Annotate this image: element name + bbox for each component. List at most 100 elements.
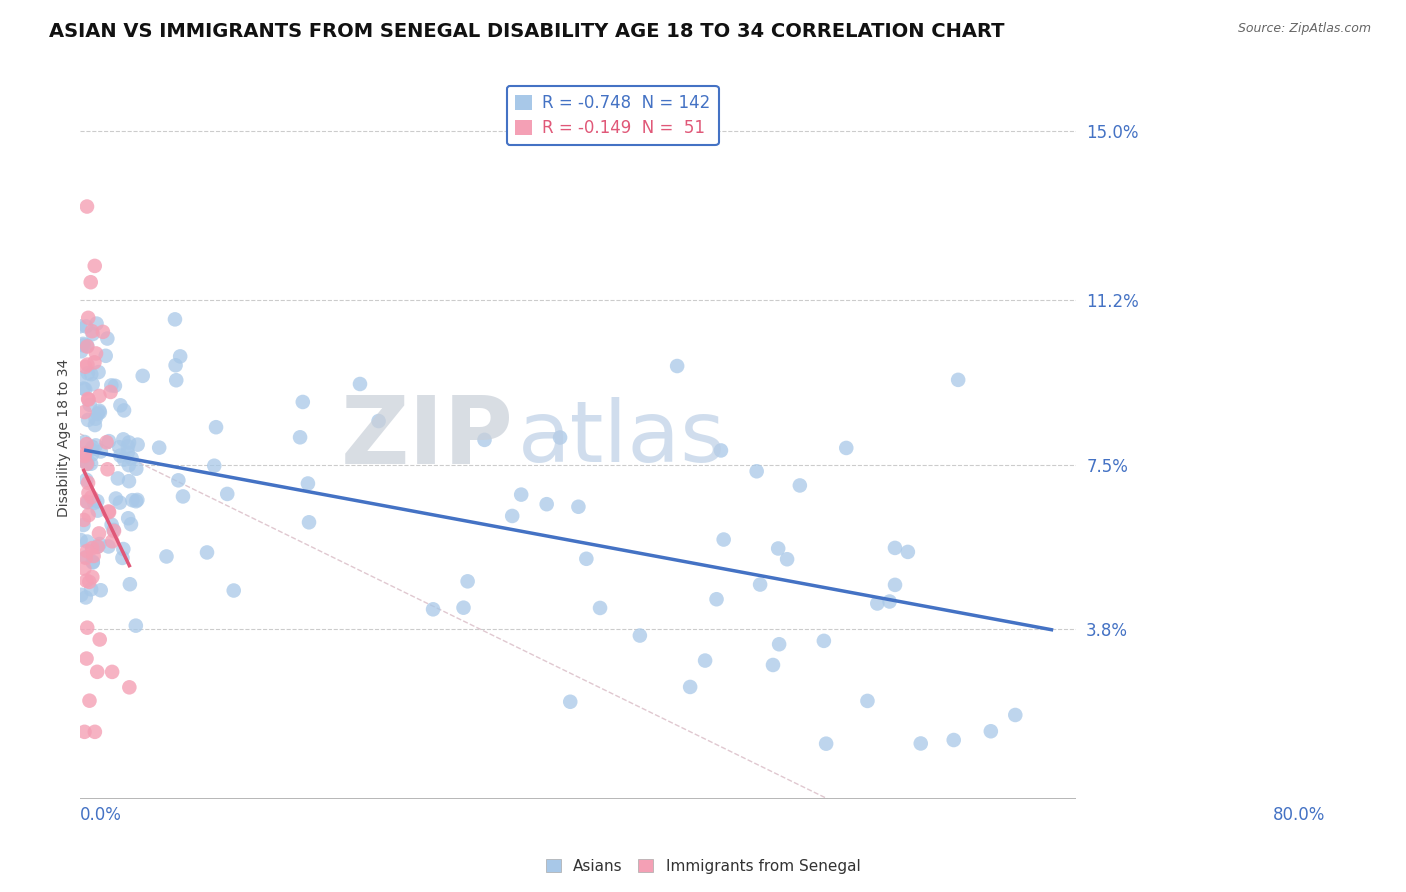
Point xyxy=(501,508,523,523)
Point xyxy=(76,495,98,509)
Point xyxy=(94,349,117,363)
Point xyxy=(75,359,97,374)
Point xyxy=(73,561,96,575)
Point xyxy=(69,533,91,547)
Point xyxy=(132,368,155,383)
Point xyxy=(76,358,98,372)
Point xyxy=(76,339,98,353)
Point xyxy=(536,497,558,511)
Point xyxy=(76,457,98,471)
Point xyxy=(110,398,132,412)
Point xyxy=(589,601,612,615)
Point xyxy=(90,444,112,458)
Point xyxy=(101,665,124,679)
Point xyxy=(679,680,702,694)
Point xyxy=(73,449,96,463)
Point xyxy=(103,523,125,537)
Point xyxy=(169,350,191,364)
Point xyxy=(575,551,598,566)
Point xyxy=(195,545,218,559)
Point xyxy=(86,503,108,517)
Point xyxy=(83,259,105,273)
Point xyxy=(125,494,148,508)
Point xyxy=(72,518,94,533)
Point xyxy=(97,504,120,518)
Point xyxy=(77,508,100,523)
Point xyxy=(69,319,91,334)
Text: 80.0%: 80.0% xyxy=(1274,805,1326,824)
Point xyxy=(291,395,314,409)
Point xyxy=(112,433,135,447)
Point xyxy=(80,442,103,457)
Point xyxy=(82,326,104,341)
Point xyxy=(104,491,127,506)
Point xyxy=(100,517,122,532)
Point xyxy=(76,340,98,354)
Point xyxy=(70,344,93,359)
Point xyxy=(118,681,141,695)
Point xyxy=(117,511,139,525)
Point xyxy=(666,359,689,373)
Point xyxy=(86,540,108,554)
Point xyxy=(127,492,149,507)
Point xyxy=(80,275,103,289)
Point xyxy=(453,600,475,615)
Point xyxy=(86,317,108,331)
Point xyxy=(167,473,190,487)
Point xyxy=(87,540,110,554)
Point xyxy=(762,658,785,673)
Point xyxy=(112,452,135,467)
Point xyxy=(125,461,148,475)
Point xyxy=(96,332,118,346)
Point xyxy=(72,336,94,351)
Point xyxy=(75,574,97,588)
Point xyxy=(112,542,135,557)
Point xyxy=(567,500,589,514)
Point xyxy=(127,437,149,451)
Point xyxy=(75,550,97,565)
Point xyxy=(155,549,177,564)
Point xyxy=(222,583,245,598)
Point xyxy=(101,534,124,549)
Point xyxy=(713,533,735,547)
Point xyxy=(110,449,132,463)
Point xyxy=(457,574,479,589)
Point xyxy=(112,403,135,417)
Point xyxy=(163,312,186,326)
Point xyxy=(86,407,108,421)
Point xyxy=(73,435,96,450)
Point xyxy=(91,325,114,339)
Point xyxy=(910,736,932,750)
Point xyxy=(706,592,728,607)
Point xyxy=(745,464,768,478)
Point xyxy=(80,457,103,471)
Point xyxy=(548,431,571,445)
Point xyxy=(69,371,91,385)
Point xyxy=(75,473,97,487)
Point xyxy=(946,373,969,387)
Point xyxy=(82,555,104,569)
Point xyxy=(1004,708,1026,723)
Point xyxy=(86,494,108,508)
Point xyxy=(83,724,105,739)
Point xyxy=(121,451,143,466)
Point xyxy=(76,621,98,635)
Point xyxy=(73,513,96,527)
Point xyxy=(82,377,104,392)
Point xyxy=(76,457,98,471)
Point xyxy=(83,418,105,433)
Point xyxy=(70,588,93,602)
Point xyxy=(100,384,122,399)
Point xyxy=(121,493,143,508)
Point xyxy=(768,637,790,651)
Point xyxy=(97,540,120,554)
Point xyxy=(76,366,98,380)
Point xyxy=(118,458,141,472)
Point xyxy=(77,413,100,427)
Point xyxy=(108,495,131,509)
Point xyxy=(749,577,772,591)
Point xyxy=(107,471,129,485)
Point xyxy=(866,597,889,611)
Point xyxy=(789,478,811,492)
Point xyxy=(80,367,103,381)
